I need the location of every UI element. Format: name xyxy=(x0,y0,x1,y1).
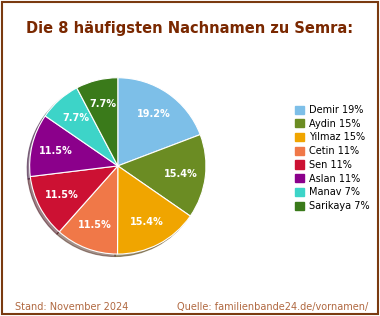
Wedge shape xyxy=(30,116,118,177)
Text: 15.4%: 15.4% xyxy=(130,217,164,227)
Text: 11.5%: 11.5% xyxy=(78,220,112,230)
Wedge shape xyxy=(77,78,118,166)
Text: 7.7%: 7.7% xyxy=(62,113,89,124)
Text: Stand: November 2024: Stand: November 2024 xyxy=(15,302,128,312)
Text: 11.5%: 11.5% xyxy=(39,146,73,156)
Legend: Demir 19%, Aydin 15%, Yilmaz 15%, Cetin 11%, Sen 11%, Aslan 11%, Manav 7%, Sarik: Demir 19%, Aydin 15%, Yilmaz 15%, Cetin … xyxy=(293,103,371,213)
Wedge shape xyxy=(117,166,190,254)
Wedge shape xyxy=(118,135,206,216)
Text: Quelle: familienbande24.de/vornamen/: Quelle: familienbande24.de/vornamen/ xyxy=(177,302,369,312)
Text: Die 8 häufigsten Nachnamen zu Semra:: Die 8 häufigsten Nachnamen zu Semra: xyxy=(27,21,353,35)
Text: 7.7%: 7.7% xyxy=(89,99,116,109)
Wedge shape xyxy=(45,88,118,166)
Wedge shape xyxy=(30,166,118,232)
Text: 11.5%: 11.5% xyxy=(45,190,78,200)
Text: 19.2%: 19.2% xyxy=(137,109,171,118)
Wedge shape xyxy=(118,78,200,166)
Wedge shape xyxy=(59,166,118,254)
Text: 15.4%: 15.4% xyxy=(164,168,198,179)
